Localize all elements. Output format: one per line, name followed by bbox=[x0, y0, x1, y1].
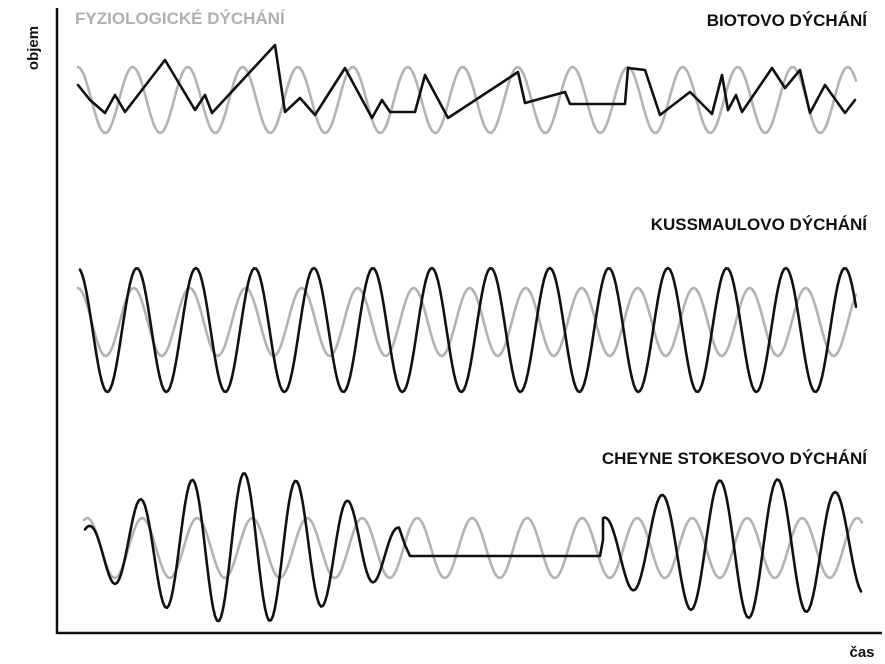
reference-wave bbox=[76, 286, 858, 358]
reference-wave bbox=[76, 65, 858, 135]
biot-wave bbox=[76, 43, 857, 120]
panel-title: CHEYNE STOKESOVO DÝCHÁNÍ bbox=[602, 449, 868, 468]
kussmaul-wave bbox=[78, 266, 858, 394]
y-axis-label: objem bbox=[25, 26, 42, 70]
reference-title: FYZIOLOGICKÉ DÝCHÁNÍ bbox=[75, 9, 286, 28]
cheyne-stokes-wave bbox=[83, 472, 863, 623]
x-axis-label: čas bbox=[849, 644, 874, 661]
reference-wave bbox=[82, 516, 864, 580]
panel-title: KUSSMAULOVO DÝCHÁNÍ bbox=[651, 215, 869, 234]
panel-title: BIOTOVO DÝCHÁNÍ bbox=[707, 11, 869, 30]
